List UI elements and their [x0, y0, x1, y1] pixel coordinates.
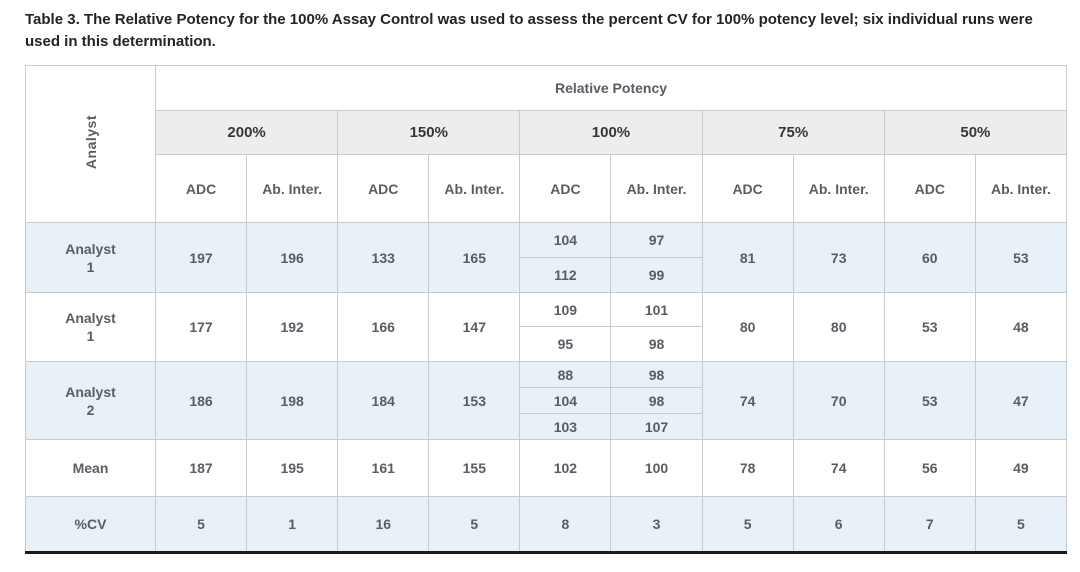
data-cell: 47: [974, 361, 1068, 440]
table-caption: Table 3. The Relative Potency for the 10…: [25, 11, 1033, 50]
data-cell: 5: [701, 496, 794, 554]
row-label: %CV: [25, 496, 156, 554]
data-cell: 74: [792, 439, 885, 497]
data-cell: 196: [246, 222, 339, 293]
data-cell: 98: [610, 387, 703, 414]
data-cell: 166: [337, 292, 430, 362]
data-cell: 81: [701, 222, 794, 293]
data-cell: 80: [701, 292, 794, 362]
data-cell: 107: [610, 413, 703, 440]
data-cell: 187: [154, 439, 248, 497]
sub-header-adc: ADC: [701, 154, 794, 223]
analyst-column-header: Analyst: [25, 65, 156, 223]
data-cell: 6: [792, 496, 885, 554]
data-cell: 48: [974, 292, 1068, 362]
sub-header-ab-inter: Ab. Inter.: [974, 154, 1068, 223]
data-cell: 7: [883, 496, 976, 554]
data-cell: 102: [519, 439, 612, 497]
data-cell: 161: [337, 439, 430, 497]
data-cell: 73: [792, 222, 885, 293]
data-cell: 192: [246, 292, 339, 362]
row-label: Analyst 2: [25, 361, 156, 440]
row-label-line1: Analyst: [65, 383, 116, 400]
data-cell: 112: [519, 257, 612, 293]
data-cell: 53: [883, 361, 976, 440]
analyst-column-header-label: Analyst: [82, 115, 99, 170]
data-cell: 147: [428, 292, 521, 362]
data-cell: 186: [154, 361, 248, 440]
data-cell: 133: [337, 222, 430, 293]
data-cell: 5: [428, 496, 521, 554]
level-header-75: 75%: [701, 110, 885, 155]
row-label-line2: 2: [86, 401, 95, 418]
sub-header-ab-inter: Ab. Inter.: [428, 154, 521, 223]
data-cell: 98: [610, 361, 703, 388]
data-cell: 78: [701, 439, 794, 497]
data-cell: 5: [974, 496, 1068, 554]
data-cell: 198: [246, 361, 339, 440]
data-cell: 1: [246, 496, 339, 554]
row-label: Analyst 1: [25, 292, 156, 362]
data-cell: 95: [519, 326, 612, 362]
row-label-line1: Analyst: [65, 310, 116, 326]
sub-header-adc: ADC: [337, 154, 430, 223]
data-cell: 80: [792, 292, 885, 362]
level-header-150: 150%: [337, 110, 521, 155]
level-header-200: 200%: [154, 110, 339, 155]
data-cell: 153: [428, 361, 521, 440]
data-cell: 184: [337, 361, 430, 440]
data-cell: 195: [246, 439, 339, 497]
data-cell: 97: [610, 222, 703, 258]
data-cell: 104: [519, 387, 612, 414]
row-label: Analyst 1: [25, 222, 156, 293]
data-cell: 60: [883, 222, 976, 293]
data-cell: 101: [610, 292, 703, 327]
data-cell: 99: [610, 257, 703, 293]
data-cell: 70: [792, 361, 885, 440]
sub-header-adc: ADC: [883, 154, 976, 223]
level-header-50: 50%: [883, 110, 1068, 155]
data-cell: 8: [519, 496, 612, 554]
relative-potency-table: Analyst Relative Potency 200% 150% 100% …: [25, 65, 1068, 554]
data-cell: 49: [974, 439, 1068, 497]
data-cell: 197: [154, 222, 248, 293]
data-cell: 53: [974, 222, 1068, 293]
data-cell: 155: [428, 439, 521, 497]
data-cell: 98: [610, 326, 703, 362]
relative-potency-header: Relative Potency: [155, 65, 1067, 111]
row-label: Mean: [25, 439, 156, 497]
data-cell: 109: [519, 292, 612, 327]
row-label-line1: Analyst: [65, 240, 116, 257]
level-header-100: 100%: [519, 110, 703, 155]
data-cell: 100: [610, 439, 703, 497]
sub-header-adc: ADC: [519, 154, 612, 223]
data-cell: 104: [519, 222, 612, 258]
data-cell: 3: [610, 496, 703, 554]
data-cell: 88: [519, 361, 612, 388]
data-cell: 16: [337, 496, 430, 554]
data-cell: 5: [154, 496, 248, 554]
row-label-line2: 1: [86, 328, 95, 344]
row-label-line2: 1: [86, 258, 95, 275]
data-cell: 74: [701, 361, 794, 440]
data-cell: 56: [883, 439, 976, 497]
sub-header-ab-inter: Ab. Inter.: [610, 154, 703, 223]
data-cell: 177: [154, 292, 248, 362]
page: Table 3. The Relative Potency for the 10…: [25, 11, 1068, 554]
sub-header-ab-inter: Ab. Inter.: [792, 154, 885, 223]
sub-header-adc: ADC: [154, 154, 248, 223]
data-cell: 165: [428, 222, 521, 293]
data-cell: 53: [883, 292, 976, 362]
data-cell: 103: [519, 413, 612, 440]
sub-header-ab-inter: Ab. Inter.: [246, 154, 339, 223]
